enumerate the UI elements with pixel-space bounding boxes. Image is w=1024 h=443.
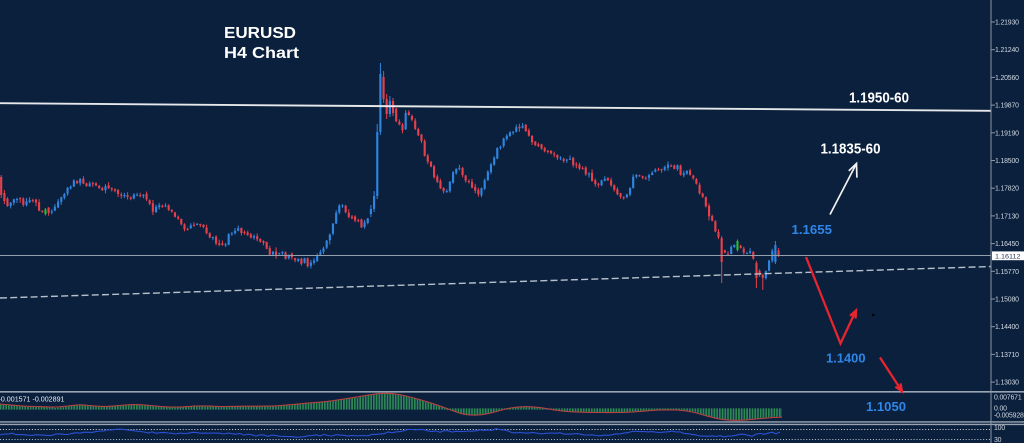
svg-text:H4 Chart: H4 Chart [224,45,300,62]
svg-text:1.16450: 1.16450 [995,241,1019,248]
svg-text:1.19190: 1.19190 [995,130,1019,137]
svg-text:0.007671: 0.007671 [994,395,1022,402]
svg-text:1.16112: 1.16112 [995,253,1021,260]
svg-text:30: 30 [994,437,1002,443]
svg-text:1.14400: 1.14400 [995,324,1019,331]
svg-text:1.13030: 1.13030 [995,380,1019,387]
svg-text:1.21930: 1.21930 [995,20,1019,27]
svg-text:1.18500: 1.18500 [995,158,1019,165]
svg-text:1.19870: 1.19870 [995,103,1019,110]
svg-text:1.17820: 1.17820 [995,186,1019,193]
svg-text:100: 100 [994,425,1005,432]
svg-text:1.15770: 1.15770 [995,269,1019,276]
svg-text:1.1655: 1.1655 [792,223,833,237]
svg-text:1.20560: 1.20560 [995,75,1019,82]
svg-text:0.00: 0.00 [994,406,1007,413]
svg-text:1.17130: 1.17130 [995,213,1019,220]
svg-text:1.13710: 1.13710 [995,352,1019,359]
svg-text:-0.005928: -0.005928 [994,412,1024,419]
svg-text:EURUSD: EURUSD [224,25,296,42]
svg-text:1.15080: 1.15080 [995,297,1019,304]
svg-text:-0.001571 -0.002891: -0.001571 -0.002891 [0,394,65,403]
svg-text:1.1950-60: 1.1950-60 [849,91,909,107]
svg-text:1.1835-60: 1.1835-60 [821,142,881,158]
svg-text:1.21240: 1.21240 [995,47,1019,54]
svg-text:1.1400: 1.1400 [826,351,866,365]
svg-text:1.1050: 1.1050 [866,400,906,414]
